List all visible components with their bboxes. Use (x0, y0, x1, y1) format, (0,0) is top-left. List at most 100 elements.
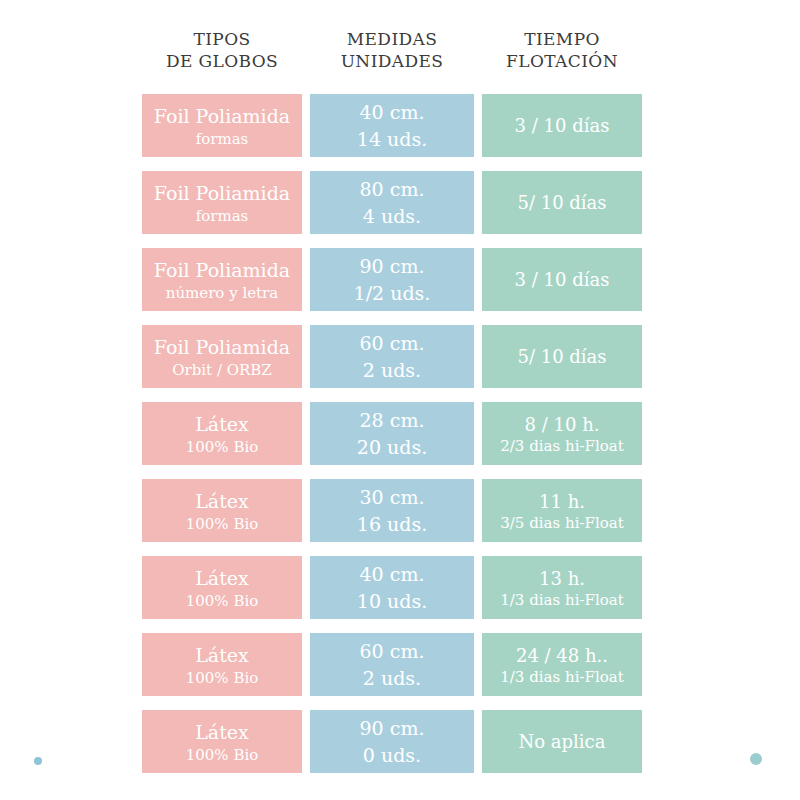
size-value: 60 cm. (360, 330, 425, 357)
balloon-type-sublabel: formas (196, 130, 249, 149)
table-grid: TIPOS DE GLOBOS MEDIDAS UNIDADES TIEMPO … (142, 28, 643, 787)
table-row: Látex 100% Bio 30 cm. 16 uds. 11 h. 3/5 … (142, 479, 643, 542)
float-time-value: 5/ 10 días (517, 190, 606, 215)
float-time-value: 11 h. (539, 489, 585, 514)
cell-size-units: 60 cm. 2 uds. (310, 325, 474, 388)
table-row: Látex 100% Bio 90 cm. 0 uds. No aplica (142, 710, 643, 773)
size-value: 30 cm. (360, 484, 425, 511)
cell-balloon-type: Foil Poliamida Orbit / ORBZ (142, 325, 302, 388)
balloon-type-label: Látex (195, 719, 249, 746)
balloon-type-sublabel: 100% Bio (186, 592, 259, 611)
size-value: 60 cm. (360, 638, 425, 665)
cell-balloon-type: Látex 100% Bio (142, 556, 302, 619)
cell-float-time: 24 / 48 h.. 1/3 dias hi-Float (482, 633, 642, 696)
balloon-type-sublabel: Orbit / ORBZ (172, 361, 272, 380)
units-value: 1/2 uds. (354, 280, 431, 307)
cell-size-units: 40 cm. 14 uds. (310, 94, 474, 157)
table-rows: Foil Poliamida formas 40 cm. 14 uds. 3 /… (142, 94, 643, 773)
units-value: 14 uds. (357, 126, 427, 153)
header-line: MEDIDAS (310, 28, 474, 50)
cell-size-units: 90 cm. 0 uds. (310, 710, 474, 773)
size-value: 90 cm. (360, 253, 425, 280)
balloon-type-sublabel: formas (196, 207, 249, 226)
balloon-type-sublabel: número y letra (166, 284, 278, 303)
units-value: 2 uds. (363, 665, 421, 692)
balloon-type-label: Látex (195, 488, 249, 515)
units-value: 10 uds. (357, 588, 427, 615)
units-value: 16 uds. (357, 511, 427, 538)
balloon-type-sublabel: 100% Bio (186, 746, 259, 765)
header-balloon-types: TIPOS DE GLOBOS (142, 28, 302, 72)
decorative-dot-right (750, 753, 762, 765)
header-line: FLOTACIÓN (482, 50, 642, 72)
table-row: Foil Poliamida Orbit / ORBZ 60 cm. 2 uds… (142, 325, 643, 388)
cell-balloon-type: Foil Poliamida formas (142, 171, 302, 234)
header-sizes-units: MEDIDAS UNIDADES (310, 28, 474, 72)
balloon-type-label: Foil Poliamida (154, 334, 290, 361)
units-value: 2 uds. (363, 357, 421, 384)
table-row: Foil Poliamida número y letra 90 cm. 1/2… (142, 248, 643, 311)
balloon-type-label: Foil Poliamida (154, 257, 290, 284)
balloon-type-sublabel: 100% Bio (186, 438, 259, 457)
balloon-type-label: Látex (195, 565, 249, 592)
header-float-time: TIEMPO FLOTACIÓN (482, 28, 642, 72)
cell-balloon-type: Látex 100% Bio (142, 402, 302, 465)
column-headers: TIPOS DE GLOBOS MEDIDAS UNIDADES TIEMPO … (142, 28, 643, 72)
cell-balloon-type: Foil Poliamida número y letra (142, 248, 302, 311)
size-value: 28 cm. (360, 407, 425, 434)
cell-size-units: 28 cm. 20 uds. (310, 402, 474, 465)
cell-size-units: 60 cm. 2 uds. (310, 633, 474, 696)
cell-float-time: 5/ 10 días (482, 325, 642, 388)
float-time-subvalue: 3/5 dias hi-Float (500, 514, 623, 533)
decorative-dot-left (34, 757, 42, 765)
cell-float-time: 11 h. 3/5 dias hi-Float (482, 479, 642, 542)
table-row: Foil Poliamida formas 40 cm. 14 uds. 3 /… (142, 94, 643, 157)
cell-size-units: 80 cm. 4 uds. (310, 171, 474, 234)
units-value: 4 uds. (363, 203, 421, 230)
units-value: 0 uds. (363, 742, 421, 769)
balloon-type-label: Foil Poliamida (154, 103, 290, 130)
cell-float-time: 13 h. 1/3 dias hi-Float (482, 556, 642, 619)
cell-balloon-type: Látex 100% Bio (142, 710, 302, 773)
cell-size-units: 30 cm. 16 uds. (310, 479, 474, 542)
cell-float-time: 3 / 10 días (482, 248, 642, 311)
cell-float-time: 3 / 10 días (482, 94, 642, 157)
table-row: Látex 100% Bio 28 cm. 20 uds. 8 / 10 h. … (142, 402, 643, 465)
float-time-subvalue: 1/3 dias hi-Float (500, 591, 623, 610)
header-line: TIEMPO (482, 28, 642, 50)
cell-balloon-type: Látex 100% Bio (142, 479, 302, 542)
header-line: DE GLOBOS (142, 50, 302, 72)
units-value: 20 uds. (357, 434, 427, 461)
float-time-subvalue: 1/3 dias hi-Float (500, 668, 623, 687)
cell-float-time: No aplica (482, 710, 642, 773)
table-row: Foil Poliamida formas 80 cm. 4 uds. 5/ 1… (142, 171, 643, 234)
float-time-value: No aplica (519, 729, 606, 754)
balloon-type-label: Látex (195, 411, 249, 438)
cell-balloon-type: Látex 100% Bio (142, 633, 302, 696)
float-time-value: 3 / 10 días (515, 267, 610, 292)
cell-balloon-type: Foil Poliamida formas (142, 94, 302, 157)
cell-float-time: 5/ 10 días (482, 171, 642, 234)
float-time-subvalue: 2/3 dias hi-Float (500, 437, 623, 456)
balloon-type-label: Foil Poliamida (154, 180, 290, 207)
float-time-value: 13 h. (539, 566, 585, 591)
float-time-value: 5/ 10 días (517, 344, 606, 369)
balloon-type-sublabel: 100% Bio (186, 515, 259, 534)
float-time-value: 8 / 10 h. (525, 412, 600, 437)
header-line: UNIDADES (310, 50, 474, 72)
float-time-value: 24 / 48 h.. (516, 643, 608, 668)
cell-size-units: 90 cm. 1/2 uds. (310, 248, 474, 311)
balloon-type-label: Látex (195, 642, 249, 669)
table-row: Látex 100% Bio 40 cm. 10 uds. 13 h. 1/3 … (142, 556, 643, 619)
cell-float-time: 8 / 10 h. 2/3 dias hi-Float (482, 402, 642, 465)
size-value: 80 cm. (360, 176, 425, 203)
balloon-type-sublabel: 100% Bio (186, 669, 259, 688)
table-row: Látex 100% Bio 60 cm. 2 uds. 24 / 48 h..… (142, 633, 643, 696)
balloon-float-table: TIPOS DE GLOBOS MEDIDAS UNIDADES TIEMPO … (0, 0, 800, 800)
size-value: 40 cm. (360, 561, 425, 588)
header-line: TIPOS (142, 28, 302, 50)
size-value: 90 cm. (360, 715, 425, 742)
cell-size-units: 40 cm. 10 uds. (310, 556, 474, 619)
float-time-value: 3 / 10 días (515, 113, 610, 138)
size-value: 40 cm. (360, 99, 425, 126)
